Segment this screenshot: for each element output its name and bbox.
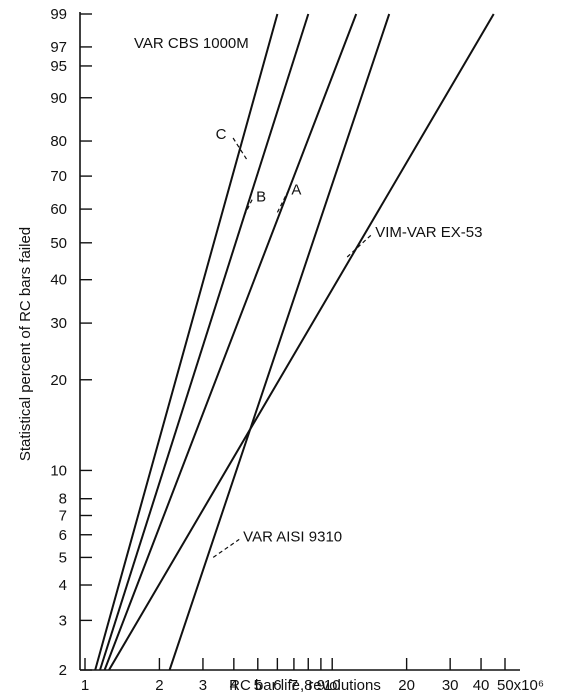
y-tick-label: 30 <box>50 315 67 332</box>
series-line-vim-var-ex-53 <box>108 13 495 671</box>
x-axis-ticks: 1 2 3 4 5 6 7 8 910 20 30 40 50x10⁶ <box>81 658 544 694</box>
x-tick-label: 30 <box>442 677 459 694</box>
series-label-b: B <box>256 189 266 206</box>
series-label-vim-var-ex-53: VIM-VAR EX-53 <box>375 224 482 241</box>
y-tick-label: 70 <box>50 168 67 185</box>
y-tick-label: 60 <box>50 201 67 218</box>
y-tick-label: 40 <box>50 272 67 289</box>
y-tick-label: 8 <box>59 491 67 508</box>
series-labels: C B A VAR AISI 9310 VIM-VAR EX-53 <box>212 126 482 558</box>
series-label-var-aisi-9310: VAR AISI 9310 <box>243 528 342 545</box>
series-line-b <box>99 13 310 671</box>
x-tick-label: 50x10⁶ <box>497 677 544 694</box>
x-tick-label: 6 <box>273 677 281 694</box>
series-line-c <box>94 13 279 671</box>
x-tick-label: 8 <box>304 677 312 694</box>
series-leader-line <box>231 136 248 160</box>
y-tick-label: 95 <box>50 58 67 75</box>
plot-area <box>79 12 520 671</box>
y-tick-label: 50 <box>50 235 67 252</box>
y-tick-label: 7 <box>59 507 67 524</box>
y-tick-label: 99 <box>50 6 67 23</box>
y-tick-label: 80 <box>50 133 67 150</box>
x-axis-title: RC bar life, revolutions <box>229 677 381 694</box>
y-tick-label: 20 <box>50 372 67 389</box>
x-tick-label: 9 <box>317 677 325 694</box>
series-label-a: A <box>291 181 301 198</box>
series-leader-line <box>346 234 372 258</box>
series-leader-line <box>212 538 240 558</box>
x-tick-label: 20 <box>398 677 415 694</box>
y-tick-label: 6 <box>59 527 67 544</box>
x-tick-label: 2 <box>155 677 163 694</box>
series-line-var-aisi-9310 <box>168 13 391 671</box>
series-line-a <box>103 13 358 671</box>
series-leader-line <box>243 199 253 216</box>
chart-annotation-var-cbs-1000m: VAR CBS 1000M <box>134 35 249 52</box>
series-leader-line <box>276 192 288 213</box>
x-tick-label: 40 <box>473 677 490 694</box>
y-tick-label: 10 <box>50 462 67 479</box>
x-tick-label: 7 <box>290 677 298 694</box>
y-tick-label: 5 <box>59 549 67 566</box>
y-axis-ticks: 2 3 4 5 6 78 10 20 30 40 50 60 70 80 90 95 97 99 <box>50 6 92 679</box>
x-tick-label: 10 <box>324 677 341 694</box>
series-lines <box>94 13 495 671</box>
y-axis-title: Statistical percent of RC bars failed <box>17 227 34 461</box>
series-label-c: C <box>216 126 227 143</box>
y-tick-label: 2 <box>59 662 67 679</box>
x-tick-label: 4 <box>230 677 238 694</box>
y-tick-label: 3 <box>59 612 67 629</box>
y-tick-label: 97 <box>50 39 67 56</box>
y-tick-label: 4 <box>59 577 67 594</box>
x-tick-label: 1 <box>81 677 89 694</box>
x-tick-label: 5 <box>254 677 262 694</box>
y-tick-label: 90 <box>50 90 67 107</box>
x-tick-label: 3 <box>199 677 207 694</box>
